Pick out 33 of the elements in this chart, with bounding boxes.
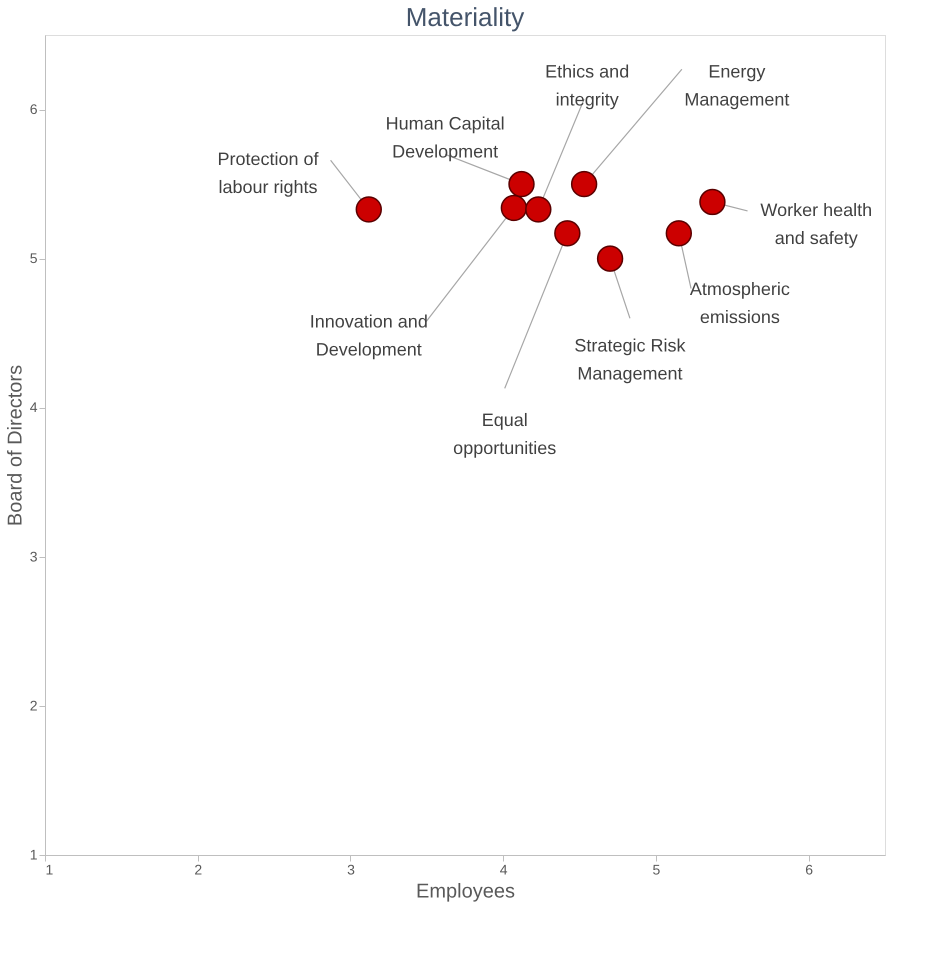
y-axis-title: Board of Directors [4,364,27,526]
annotation: Human Capital Development [386,113,505,162]
point [570,170,598,198]
annotation: Worker health and safety [760,200,872,248]
y-tick-label: 2 [30,697,38,714]
annotation: Protection of labour rights [217,149,320,198]
annotation: Atmospheric emissions [690,278,790,327]
annotation: Energy Management [684,61,790,110]
y-tick-label: 6 [30,101,38,118]
chart-title: Materiality [406,2,524,32]
point [500,194,528,222]
point [666,220,692,246]
annotation: Ethics and integrity [545,61,630,110]
x-tick-label: 1 [46,862,54,878]
x-tick-label: 2 [194,862,202,878]
y-tick-label: 3 [30,548,38,564]
x-tick-label: 4 [500,862,508,878]
annotation: Strategic Risk Management [574,336,686,384]
x-axis-title: Employees [416,880,515,902]
y-tick-label: 4 [30,399,38,416]
point [699,188,726,216]
x-tick-label: 5 [652,862,661,878]
point [554,220,581,246]
y-tick-label: 5 [30,250,38,266]
x-tick-label: 6 [805,862,814,878]
annotation: Equal opportunities [453,410,556,458]
x-tick-label: 3 [347,862,356,878]
point [508,170,535,198]
point [596,245,624,272]
point [356,196,382,223]
y-tick-label: 1 [30,846,38,862]
point [525,196,552,223]
annotation: Innovation and Development [310,312,428,360]
